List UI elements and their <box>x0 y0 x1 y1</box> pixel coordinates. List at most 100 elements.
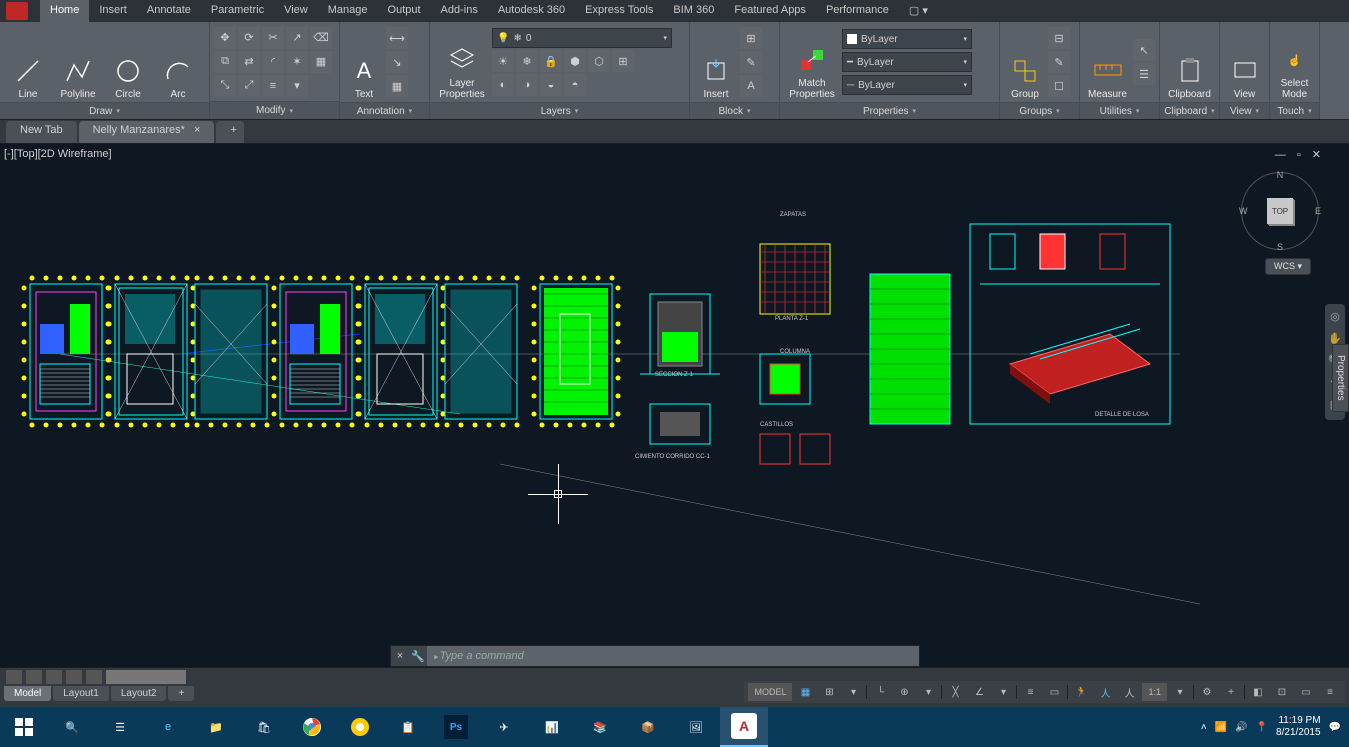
tab-addins[interactable]: Add-ins <box>431 0 488 22</box>
lineweight-dropdown[interactable]: ━ByLayer <box>842 52 972 72</box>
circle-button[interactable]: Circle <box>104 24 152 100</box>
panel-view-label[interactable]: View <box>1220 102 1269 119</box>
tab-output[interactable]: Output <box>378 0 431 22</box>
winrar-icon[interactable]: 📦 <box>624 707 672 747</box>
wcs-button[interactable]: WCS ▾ <box>1265 258 1311 275</box>
tab-manage[interactable]: Manage <box>318 0 378 22</box>
block-attr-icon[interactable]: A <box>740 75 762 97</box>
layer-dropdown[interactable]: 💡❄0 <box>492 28 672 48</box>
panel-properties-label[interactable]: Properties <box>780 102 999 119</box>
status-polar-icon[interactable]: ⊕ <box>893 683 915 701</box>
tab-performance[interactable]: Performance <box>816 0 899 22</box>
app-logo[interactable] <box>6 2 28 20</box>
layout-ic2[interactable] <box>26 670 42 684</box>
viewport[interactable]: [-][Top][2D Wireframe] — ▫ ✕ N S E W TOP… <box>0 144 1349 689</box>
search-icon[interactable]: 🔍 <box>48 707 96 747</box>
modify-more-icon[interactable]: ▾ <box>286 75 308 97</box>
command-input[interactable]: ▸ Type a command <box>427 646 919 666</box>
status-grid-icon[interactable]: ▦ <box>794 683 816 701</box>
layout-tab-2[interactable]: Layout2 <box>111 686 167 701</box>
status-hw-icon[interactable]: ⊡ <box>1271 683 1293 701</box>
status-dd3-icon[interactable]: ▾ <box>992 683 1014 701</box>
scale-icon[interactable]: ⤢ <box>238 75 260 97</box>
tab-view[interactable]: View <box>274 0 318 22</box>
group-sel-icon[interactable]: ☐ <box>1048 75 1070 97</box>
edit-block-icon[interactable]: ✎ <box>740 51 762 73</box>
copy-icon[interactable]: ⧉ <box>214 51 236 73</box>
offset-icon[interactable]: ≡ <box>262 75 284 97</box>
tab-parametric[interactable]: Parametric <box>201 0 274 22</box>
tab-featuredapps[interactable]: Featured Apps <box>724 0 816 22</box>
ribbon-more-icon[interactable]: ▢ ▾ <box>899 0 938 22</box>
leader-icon[interactable]: ↘ <box>386 51 408 73</box>
trim-icon[interactable]: ✂ <box>262 27 284 49</box>
rotate-icon[interactable]: ⟳ <box>238 27 260 49</box>
stretch-icon[interactable]: ⤡ <box>214 75 236 97</box>
status-snap-icon[interactable]: ⊞ <box>818 683 840 701</box>
tray-notifications-icon[interactable]: 💬 <box>1329 722 1341 733</box>
layer-ic1[interactable]: ☀ <box>492 50 514 72</box>
layout-tab-1[interactable]: Layout1 <box>53 686 109 701</box>
layout-ic1[interactable] <box>6 670 22 684</box>
layout-tab-add[interactable]: + <box>168 686 194 701</box>
line-button[interactable]: Line <box>4 24 52 100</box>
move-icon[interactable]: ✥ <box>214 27 236 49</box>
array-icon[interactable]: ▦ <box>310 51 332 73</box>
edge-icon[interactable]: e <box>144 707 192 747</box>
tray-chevron-icon[interactable]: ˄ <box>1201 722 1207 733</box>
arc-button[interactable]: Arc <box>154 24 202 100</box>
tab-insert[interactable]: Insert <box>89 0 137 22</box>
group-button[interactable]: Group <box>1004 24 1046 100</box>
file-tab-close-icon[interactable]: × <box>194 124 200 136</box>
create-block-icon[interactable]: ⊞ <box>740 27 762 49</box>
status-tpy-icon[interactable]: ▭ <box>1043 683 1065 701</box>
explode-icon[interactable]: ✶ <box>286 51 308 73</box>
cmdline-close-icon[interactable]: × <box>391 650 409 662</box>
status-sc-icon[interactable]: 人 <box>1094 683 1116 701</box>
layout-ic4[interactable] <box>66 670 82 684</box>
layer-ic8[interactable]: ◑ <box>516 74 538 96</box>
status-ortho-icon[interactable]: └ <box>869 683 891 701</box>
app1-icon[interactable]: 📋 <box>384 707 432 747</box>
color-dropdown[interactable]: ByLayer <box>842 29 972 49</box>
properties-palette-tab[interactable]: Properties <box>1332 344 1349 412</box>
table-icon[interactable]: ▦ <box>386 75 408 97</box>
layout-ic3[interactable] <box>46 670 62 684</box>
status-model[interactable]: MODEL <box>748 683 792 701</box>
taskview-icon[interactable]: ☰ <box>96 707 144 747</box>
cmdline-customize-icon[interactable]: 🔧 <box>409 650 427 663</box>
app2-icon[interactable]: ✈ <box>480 707 528 747</box>
layer-ic7[interactable]: ◐ <box>492 74 514 96</box>
layer-ic10[interactable]: ◓ <box>564 74 586 96</box>
panel-utilities-label[interactable]: Utilities <box>1080 102 1159 119</box>
tray-clock[interactable]: 11:19 PM 8/21/2015 <box>1276 715 1321 739</box>
ungroup-icon[interactable]: ⊟ <box>1048 27 1070 49</box>
tab-home[interactable]: Home <box>40 0 89 22</box>
status-clean-icon[interactable]: ▭ <box>1295 683 1317 701</box>
panel-annotation-label[interactable]: Annotation <box>340 102 429 119</box>
polyline-button[interactable]: Polyline <box>54 24 102 100</box>
view-button[interactable]: View <box>1224 24 1265 100</box>
linetype-dropdown[interactable]: ─ByLayer <box>842 75 972 95</box>
clipboard-button[interactable]: Clipboard <box>1164 24 1215 100</box>
status-lwt-icon[interactable]: ≡ <box>1019 683 1041 701</box>
panel-block-label[interactable]: Block <box>690 102 779 119</box>
photoshop-icon[interactable]: Ps <box>432 707 480 747</box>
panel-clipboard-label[interactable]: Clipboard <box>1160 102 1219 119</box>
tab-annotate[interactable]: Annotate <box>137 0 201 22</box>
measure-button[interactable]: Measure <box>1084 24 1131 100</box>
erase-icon[interactable]: ⌫ <box>310 27 332 49</box>
panel-modify-label[interactable]: Modify <box>210 101 339 119</box>
status-qp-icon[interactable]: 🏃 <box>1070 683 1092 701</box>
file-tab-new[interactable]: New Tab <box>6 121 77 143</box>
match-properties-button[interactable]: MatchProperties <box>784 24 840 100</box>
selectmode-button[interactable]: ☝SelectMode <box>1274 24 1315 100</box>
canary-icon[interactable] <box>336 707 384 747</box>
tab-bim360[interactable]: BIM 360 <box>663 0 724 22</box>
status-plus-icon[interactable]: + <box>1220 683 1242 701</box>
text-button[interactable]: AText <box>344 24 384 100</box>
status-otrack-icon[interactable]: ∠ <box>968 683 990 701</box>
nav-wheel-icon[interactable]: ◎ <box>1327 310 1343 326</box>
status-scale[interactable]: 1:1 <box>1142 683 1167 701</box>
layout-ic5[interactable] <box>86 670 102 684</box>
